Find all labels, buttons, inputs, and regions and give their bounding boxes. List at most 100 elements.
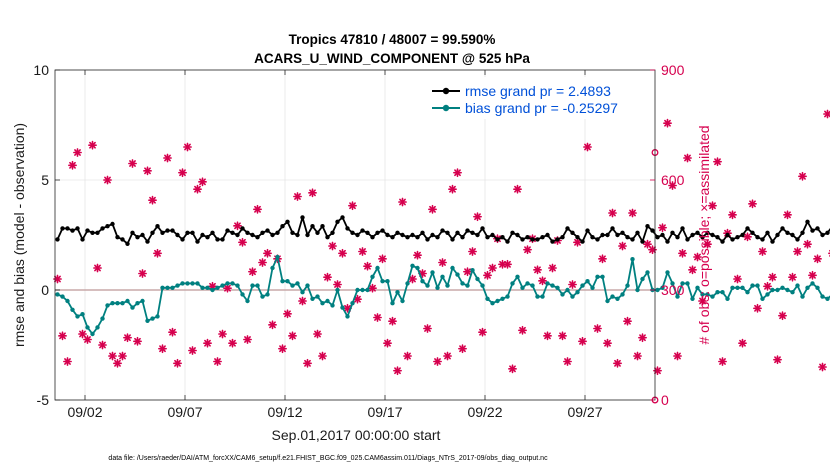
rmse-marker: [465, 228, 470, 233]
tick-layer: 09/02 09/07 09/12 09/17 09/22 09/27 -5 0 5 10 0 300…: [33, 62, 684, 420]
rmse-marker: [370, 235, 375, 240]
obs-assimilated-marker: [373, 313, 382, 322]
obs-marker-stroke: [139, 270, 146, 277]
obs-marker-stroke: [484, 271, 491, 279]
bias-marker: [445, 283, 450, 288]
obs-marker-stroke: [769, 273, 776, 281]
obs-assimilated-marker: [248, 267, 257, 277]
obs-marker-stroke: [319, 352, 326, 360]
bias-marker: [260, 294, 265, 299]
rmse-marker: [250, 232, 255, 238]
obs-marker-stroke: [434, 358, 441, 365]
obs-assimilated-marker: [198, 177, 207, 187]
rmse-marker: [360, 228, 365, 233]
rmse-marker: [175, 232, 180, 238]
bias-marker: [75, 314, 80, 319]
rmse-marker: [760, 237, 765, 242]
obs-marker-stroke: [454, 169, 461, 177]
bias-marker: [165, 285, 170, 290]
rmse-marker: [525, 235, 530, 240]
obs-assimilated-marker: [468, 247, 477, 256]
obs-marker-stroke: [734, 275, 741, 283]
obs-marker-stroke: [369, 284, 376, 292]
obs-marker-stroke: [479, 328, 486, 336]
bias-marker: [660, 285, 665, 290]
obs-marker-stroke: [429, 205, 436, 213]
rmse-marker: [820, 232, 825, 238]
obs-assimilated-marker: [758, 247, 767, 256]
obs-assimilated-marker: [303, 358, 312, 368]
obs-marker-stroke: [289, 332, 296, 340]
bias-marker: [500, 296, 505, 301]
obs-marker-stroke: [354, 295, 361, 303]
rmse-marker: [305, 232, 310, 238]
obs-marker-stroke: [599, 255, 606, 263]
bias-marker: [790, 290, 795, 295]
obs-assimilated-marker: [778, 311, 787, 321]
obs-marker-stroke: [709, 202, 716, 210]
rmse-marker: [550, 239, 555, 244]
rmse-marker: [330, 230, 335, 235]
rmse-marker: [150, 230, 155, 235]
obs-assimilated-marker: [648, 245, 657, 255]
obs-assimilated-marker: [643, 239, 652, 249]
obs-marker-stroke: [549, 264, 556, 272]
bias-marker: [420, 279, 425, 284]
obs-marker-stroke: [644, 240, 651, 248]
obs-marker-stroke: [384, 339, 391, 347]
rmse-marker: [410, 232, 415, 238]
y-right-tick-label: 600: [661, 172, 685, 188]
obs-marker-stroke: [404, 352, 411, 360]
obs-marker-stroke: [294, 193, 301, 200]
bias-marker: [205, 285, 210, 290]
bias-marker: [250, 283, 255, 288]
rmse-marker: [505, 239, 510, 244]
bias-marker: [185, 281, 190, 286]
rmse-marker: [510, 230, 515, 235]
rmse-marker: [155, 224, 160, 229]
rmse-marker: [90, 230, 95, 235]
obs-marker-stroke: [809, 271, 816, 279]
x-tick-label: 09/07: [167, 404, 202, 420]
obs-marker-stroke: [804, 240, 811, 248]
rmse-marker: [545, 232, 550, 238]
rmse-marker: [560, 235, 565, 240]
obs-marker-stroke: [774, 356, 781, 364]
obs-marker-stroke: [84, 336, 91, 343]
obs-assimilated-marker: [358, 247, 367, 256]
obs-assimilated-marker: [278, 344, 287, 354]
rmse-marker: [690, 232, 695, 238]
obs-marker-stroke: [624, 317, 631, 325]
obs-marker-stroke: [634, 352, 641, 360]
rmse-marker: [645, 224, 650, 229]
obs-marker-stroke: [324, 273, 331, 281]
obs-marker-stroke: [784, 211, 791, 219]
x-axis-label: Sep.01,2017 00:00:00 start: [272, 427, 441, 443]
obs-marker-stroke: [759, 248, 766, 255]
rmse-marker: [745, 226, 750, 231]
bias-marker: [330, 303, 335, 308]
obs-assimilated-marker: [313, 329, 322, 339]
obs-marker-stroke: [469, 248, 476, 255]
bias-marker: [600, 274, 605, 279]
rmse-marker: [515, 232, 520, 238]
obs-assimilated-marker: [738, 338, 747, 348]
obs-marker-stroke: [749, 200, 756, 208]
rmse-marker: [735, 235, 740, 240]
obs-marker-stroke: [669, 182, 676, 189]
chart-title-line2: ACARS_U_WIND_COMPONENT @ 525 hPa: [254, 51, 530, 66]
obs-assimilated-marker: [488, 263, 497, 273]
obs-assimilated-marker: [698, 296, 707, 306]
bias-marker: [530, 283, 535, 288]
rmse-marker: [210, 230, 215, 235]
bias-marker: [285, 279, 290, 284]
obs-assimilated-marker: [168, 327, 177, 337]
obs-assimilated-marker: [583, 142, 592, 152]
rmse-marker: [565, 226, 570, 231]
obs-assimilated-marker: [793, 247, 802, 256]
bias-marker: [65, 298, 70, 304]
y-left-tick-label: -5: [37, 392, 50, 408]
bias-marker: [375, 265, 380, 271]
obs-assimilated-marker: [443, 351, 452, 361]
bias-marker: [750, 283, 755, 288]
